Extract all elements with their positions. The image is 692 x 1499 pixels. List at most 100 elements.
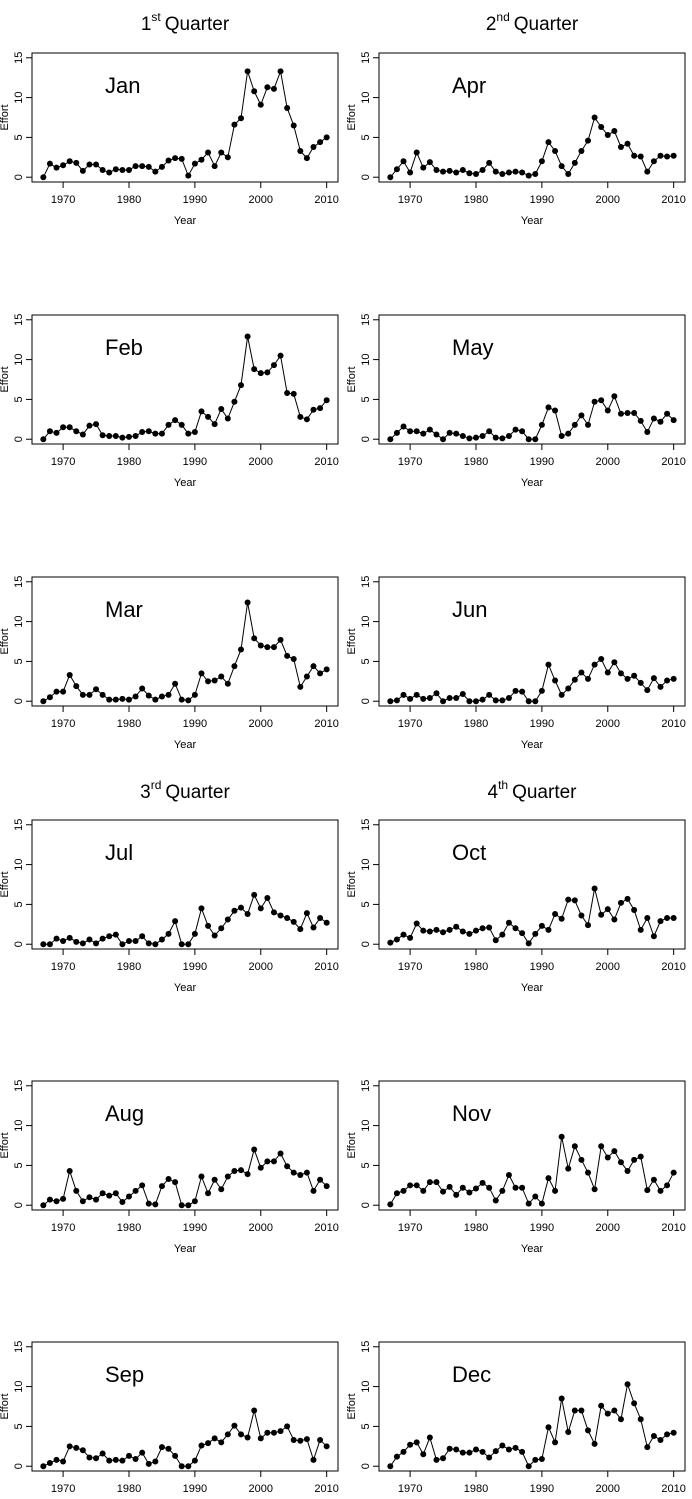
data-point: [224, 1173, 231, 1180]
data-point: [145, 1200, 152, 1207]
data-point: [218, 1439, 225, 1446]
y-tick-label: 15: [13, 314, 25, 326]
x-tick-label: 1980: [464, 194, 488, 206]
data-point: [611, 916, 618, 923]
data-point: [178, 1463, 185, 1470]
y-tick-label: 15: [360, 819, 372, 831]
x-tick-label: 2000: [249, 194, 273, 206]
data-point: [132, 1187, 139, 1194]
data-point: [459, 1449, 466, 1456]
data-point: [532, 1456, 539, 1463]
data-point: [257, 642, 264, 649]
data-point: [277, 636, 284, 643]
data-point: [407, 695, 414, 702]
x-tick-label: 1970: [51, 718, 75, 730]
data-point: [637, 153, 644, 160]
data-point: [224, 1431, 231, 1438]
data-point: [486, 1454, 493, 1461]
y-tick-label: 0: [13, 174, 25, 180]
data-point: [571, 159, 578, 166]
panel: 0 5 10 15 1970 1980 1990 2000 2010 Year Effort Apr: [346, 52, 686, 227]
data-point: [591, 114, 598, 121]
series-line: [43, 1410, 328, 1467]
y-tick-label: 5: [13, 134, 25, 140]
plot-box: [378, 1080, 686, 1211]
panel: 0 5 10 15 1970 1980 1990 2000 2010 Year Effort Nov: [346, 1080, 686, 1255]
data-point: [413, 1182, 420, 1189]
data-point: [251, 366, 258, 373]
x-axis-label: Year: [521, 1243, 544, 1255]
series-line: [389, 1382, 674, 1468]
data-point: [617, 410, 624, 417]
data-point: [73, 159, 80, 166]
data-point: [538, 158, 545, 165]
data-point: [446, 167, 453, 174]
data-point: [664, 1182, 671, 1189]
data-point: [323, 397, 330, 404]
data-point: [264, 369, 271, 376]
data-point: [290, 390, 297, 397]
y-tick-label: 5: [13, 1423, 25, 1429]
data-point: [310, 406, 317, 413]
x-tick-label: 2010: [314, 961, 338, 973]
data-point: [73, 938, 80, 945]
data-point: [578, 1407, 585, 1414]
data-point: [178, 941, 185, 948]
data-point: [617, 1416, 624, 1423]
data-point: [413, 428, 420, 435]
data-point: [598, 911, 605, 918]
quarter-suffix: rd: [151, 778, 162, 792]
quarter-suffix: nd: [496, 10, 509, 24]
data-point: [446, 429, 453, 436]
data-point: [650, 933, 657, 940]
data-point: [585, 1427, 592, 1434]
data-point: [499, 931, 506, 938]
data-point: [552, 1187, 559, 1194]
plot-box: [378, 52, 686, 183]
data-point: [492, 1448, 499, 1455]
data-point: [112, 1190, 119, 1197]
data-point: [191, 160, 198, 167]
data-point: [407, 428, 414, 435]
data-point: [125, 433, 132, 440]
data-point: [297, 1171, 304, 1178]
x-tick-label: 1970: [398, 718, 422, 730]
data-point: [86, 161, 93, 168]
plot-box: [31, 576, 339, 707]
data-point: [277, 1150, 284, 1157]
data-point: [145, 428, 152, 435]
data-point: [40, 174, 47, 181]
data-point: [290, 656, 297, 663]
data-point: [585, 137, 592, 144]
data-point: [644, 1187, 651, 1194]
y-tick-label: 10: [13, 91, 25, 103]
data-point: [158, 693, 165, 700]
y-tick-label: 5: [13, 1162, 25, 1168]
y-tick-label: 10: [13, 615, 25, 627]
data-point: [310, 1456, 317, 1463]
x-tick-label: 2000: [596, 456, 620, 468]
data-point: [670, 675, 677, 682]
data-point: [231, 907, 238, 914]
x-tick-label: 1970: [51, 961, 75, 973]
data-point: [472, 434, 479, 441]
x-tick-label: 1980: [117, 1483, 141, 1495]
y-tick-label: 15: [360, 52, 372, 64]
x-tick-label: 1990: [530, 961, 554, 973]
panel-title: Feb: [105, 335, 143, 360]
data-point: [393, 429, 400, 436]
data-point: [492, 937, 499, 944]
x-tick-label: 2000: [249, 961, 273, 973]
data-point: [670, 417, 677, 424]
data-point: [466, 1189, 473, 1196]
data-point: [211, 932, 218, 939]
quarter-word: Quarter: [512, 782, 577, 803]
data-point: [664, 677, 671, 684]
data-point: [453, 1446, 460, 1453]
y-axis-label: Effort: [346, 104, 358, 130]
x-tick-label: 2010: [314, 456, 338, 468]
data-point: [670, 152, 677, 159]
data-point: [486, 428, 493, 435]
y-tick-label: 10: [360, 615, 372, 627]
x-tick-label: 1990: [530, 194, 554, 206]
